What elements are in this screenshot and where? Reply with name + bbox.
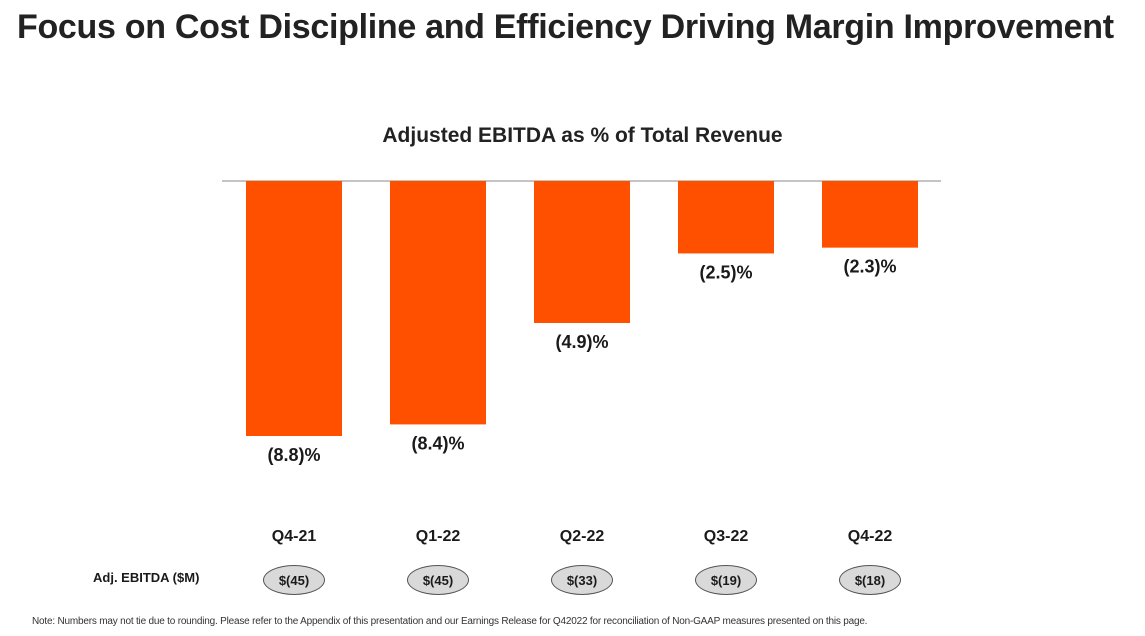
chart-title: Adjusted EBITDA as % of Total Revenue (382, 124, 783, 147)
category-label-q3-22: Q3-22 (704, 528, 749, 545)
bar-q4-21 (246, 181, 342, 436)
ebitda-margin-bar-chart: (8.8)% Q4-21 (8.4)% Q1-22 (4.9)% Q2-22 (2.5)% Q… (222, 180, 941, 545)
ebitda-value-pill: $(45) (263, 565, 325, 595)
bar-q2-22 (534, 181, 630, 323)
data-label-q1-22: (8.4)% (411, 433, 464, 453)
category-label-q2-22: Q2-22 (560, 528, 605, 545)
ebitda-value-pill: $(45) (407, 565, 469, 595)
ebitda-row-label: Adj. EBITDA ($M) (93, 570, 200, 585)
category-label-q4-22: Q4-22 (848, 528, 893, 545)
ebitda-value-pill: $(33) (551, 565, 613, 595)
bar-q4-22 (822, 181, 918, 248)
bar-q3-22 (678, 181, 774, 254)
data-label-q3-22: (2.5)% (699, 262, 752, 282)
data-label-q4-22: (2.3)% (843, 257, 896, 277)
footnote: Note: Numbers may not tie due to roundin… (32, 616, 868, 627)
ebitda-value-pill: $(19) (695, 565, 757, 595)
bar-q1-22 (390, 181, 486, 425)
page-title: Focus on Cost Discipline and Efficiency … (17, 8, 1114, 46)
category-label-q4-21: Q4-21 (272, 528, 317, 545)
data-label-q4-21: (8.8)% (267, 445, 320, 465)
data-label-q2-22: (4.9)% (555, 332, 608, 352)
category-label-q1-22: Q1-22 (416, 528, 461, 545)
ebitda-value-pill: $(18) (839, 565, 901, 595)
